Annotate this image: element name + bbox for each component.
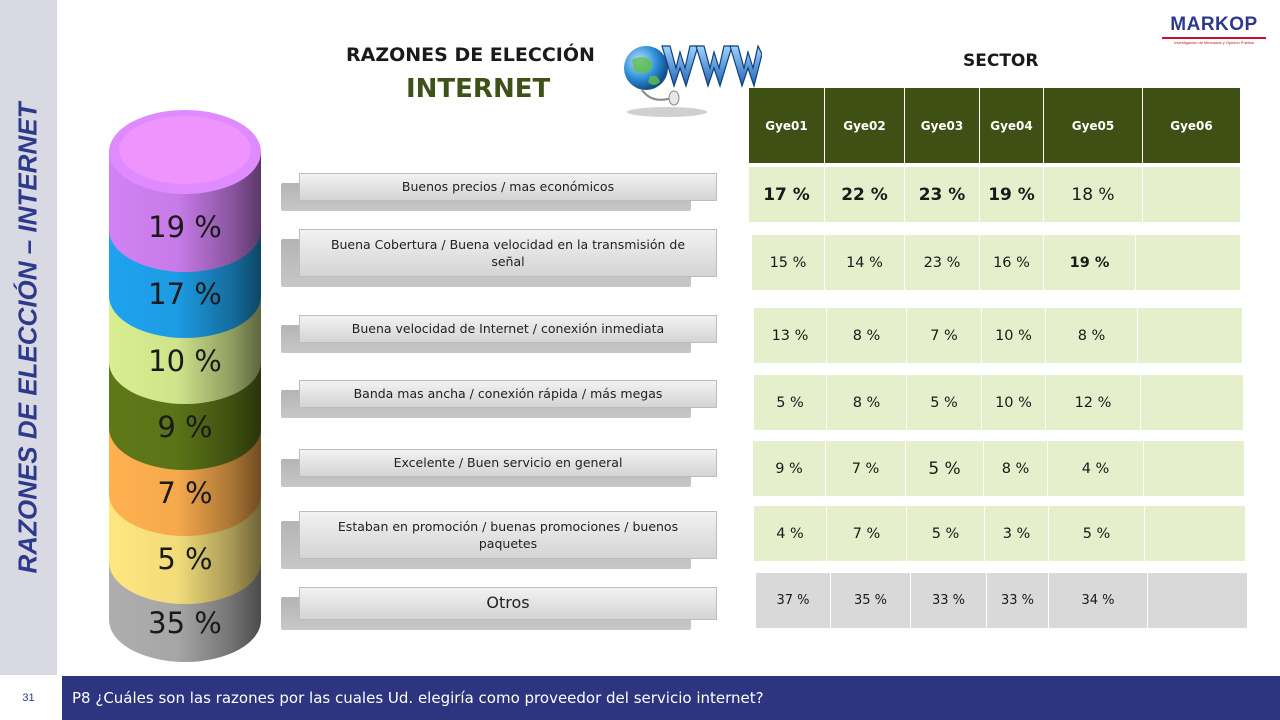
table-row: 5 % 8 % 5 % 10 % 12 % <box>754 375 1243 430</box>
table-cell <box>1148 573 1247 628</box>
table-cell <box>1138 308 1242 363</box>
segment-label-5: 7 % <box>157 476 213 510</box>
table-cell: 12 % <box>1046 375 1141 430</box>
table-cell: 35 % <box>831 573 911 628</box>
column-header-gye01: Gye01 <box>749 88 825 163</box>
table-row: 9 % 7 % 5 % 8 % 4 % <box>753 441 1244 496</box>
table-cell: 3 % <box>985 506 1049 561</box>
table-cell: 8 % <box>827 308 907 363</box>
reason-label: Buena velocidad de Internet / conexión i… <box>299 315 717 343</box>
footer-question-text: P8 ¿Cuáles son las razones por las cuale… <box>72 689 764 707</box>
table-cell: 7 % <box>827 506 907 561</box>
table-cell: 13 % <box>754 308 827 363</box>
column-header-gye05: Gye05 <box>1044 88 1143 163</box>
reason-label: Estaban en promoción / buenas promocione… <box>299 511 717 559</box>
table-cell: 23 % <box>905 235 980 290</box>
table-cell: 10 % <box>982 308 1046 363</box>
table-row: 17 % 22 % 23 % 19 % 18 % <box>749 167 1240 222</box>
segment-label-6: 5 % <box>157 542 213 576</box>
brand-tagline: Investigación de Mercados y Opinión Públ… <box>1174 40 1254 45</box>
table-cell: 19 % <box>980 167 1044 222</box>
table-row: 15 % 14 % 23 % 16 % 19 % <box>752 235 1240 290</box>
table-cell <box>1145 506 1245 561</box>
footer-question: P8 ¿Cuáles son las razones por las cuale… <box>62 676 1280 720</box>
table-cell: 19 % <box>1044 235 1136 290</box>
table-cell: 8 % <box>827 375 907 430</box>
table-row: 37 % 35 % 33 % 33 % 34 % <box>756 573 1247 628</box>
reason-item: Otros <box>281 587 717 630</box>
page-number: 31 <box>22 692 35 704</box>
reason-label: Otros <box>299 587 717 620</box>
segment-label-7: 35 % <box>148 606 222 640</box>
segment-label-3: 10 % <box>148 344 222 378</box>
table-cell: 5 % <box>907 506 985 561</box>
table-cell: 18 % <box>1044 167 1143 222</box>
page-subtitle: INTERNET <box>406 74 551 104</box>
side-title: RAZONES DE ELECCIÓN – INTERNET <box>12 102 43 574</box>
reason-item: Buena Cobertura / Buena velocidad en la … <box>281 229 717 287</box>
table-cell: 23 % <box>905 167 980 222</box>
table-row: 13 % 8 % 7 % 10 % 8 % <box>754 308 1242 363</box>
table-cell: 14 % <box>825 235 905 290</box>
table-cell: 10 % <box>982 375 1046 430</box>
cylinder-graphic <box>109 110 261 662</box>
table-cell: 33 % <box>911 573 987 628</box>
table-cell: 34 % <box>1049 573 1148 628</box>
table-cell: 22 % <box>825 167 905 222</box>
column-header-gye03: Gye03 <box>905 88 980 163</box>
table-cell: 8 % <box>984 441 1048 496</box>
reason-item: Banda mas ancha / conexión rápida / más … <box>281 380 717 418</box>
stacked-cylinder-chart: 19 % 17 % 10 % 9 % 7 % 5 % 35 % <box>100 100 270 680</box>
table-cell: 37 % <box>756 573 831 628</box>
side-panel <box>0 0 57 675</box>
sector-heading: SECTOR <box>963 51 1039 71</box>
table-cell <box>1136 235 1240 290</box>
table-cell: 5 % <box>754 375 827 430</box>
reason-item: Estaban en promoción / buenas promocione… <box>281 511 717 569</box>
table-cell: 5 % <box>1049 506 1145 561</box>
reason-item: Buenos precios / mas económicos <box>281 173 717 211</box>
table-cell: 7 % <box>826 441 906 496</box>
table-cell: 16 % <box>980 235 1044 290</box>
table-cell: 15 % <box>752 235 825 290</box>
brand-name: MARKOP <box>1170 14 1258 35</box>
table-cell: 8 % <box>1046 308 1138 363</box>
table-cell: 4 % <box>1048 441 1144 496</box>
column-header-gye02: Gye02 <box>825 88 905 163</box>
table-cell: 33 % <box>987 573 1049 628</box>
reason-label: Banda mas ancha / conexión rápida / más … <box>299 380 717 408</box>
column-header-gye04: Gye04 <box>980 88 1044 163</box>
reason-label: Buenos precios / mas económicos <box>299 173 717 201</box>
segment-label-1: 19 % <box>148 210 222 244</box>
table-cell <box>1143 167 1240 222</box>
globe-www-icon <box>624 44 762 117</box>
table-cell: 4 % <box>754 506 827 561</box>
table-cell: 9 % <box>753 441 826 496</box>
brand-underline <box>1162 37 1266 39</box>
table-cell <box>1144 441 1244 496</box>
markop-logo: MARKOP Investigación de Mercados y Opini… <box>1162 14 1266 46</box>
segment-label-4: 9 % <box>157 410 213 444</box>
table-cell: 5 % <box>906 441 984 496</box>
table-cell: 17 % <box>749 167 825 222</box>
segment-label-2: 17 % <box>148 277 222 311</box>
reason-item: Buena velocidad de Internet / conexión i… <box>281 315 717 353</box>
cylinder-top-highlight <box>119 116 251 184</box>
reason-item: Excelente / Buen servicio en general <box>281 449 717 487</box>
reason-label: Excelente / Buen servicio en general <box>299 449 717 477</box>
table-cell: 5 % <box>907 375 982 430</box>
table-row: 4 % 7 % 5 % 3 % 5 % <box>754 506 1245 561</box>
page-title: RAZONES DE ELECCIÓN <box>346 44 595 66</box>
column-header-gye06: Gye06 <box>1143 88 1240 163</box>
table-cell <box>1141 375 1243 430</box>
reason-label: Buena Cobertura / Buena velocidad en la … <box>299 229 717 277</box>
table-cell: 7 % <box>907 308 982 363</box>
